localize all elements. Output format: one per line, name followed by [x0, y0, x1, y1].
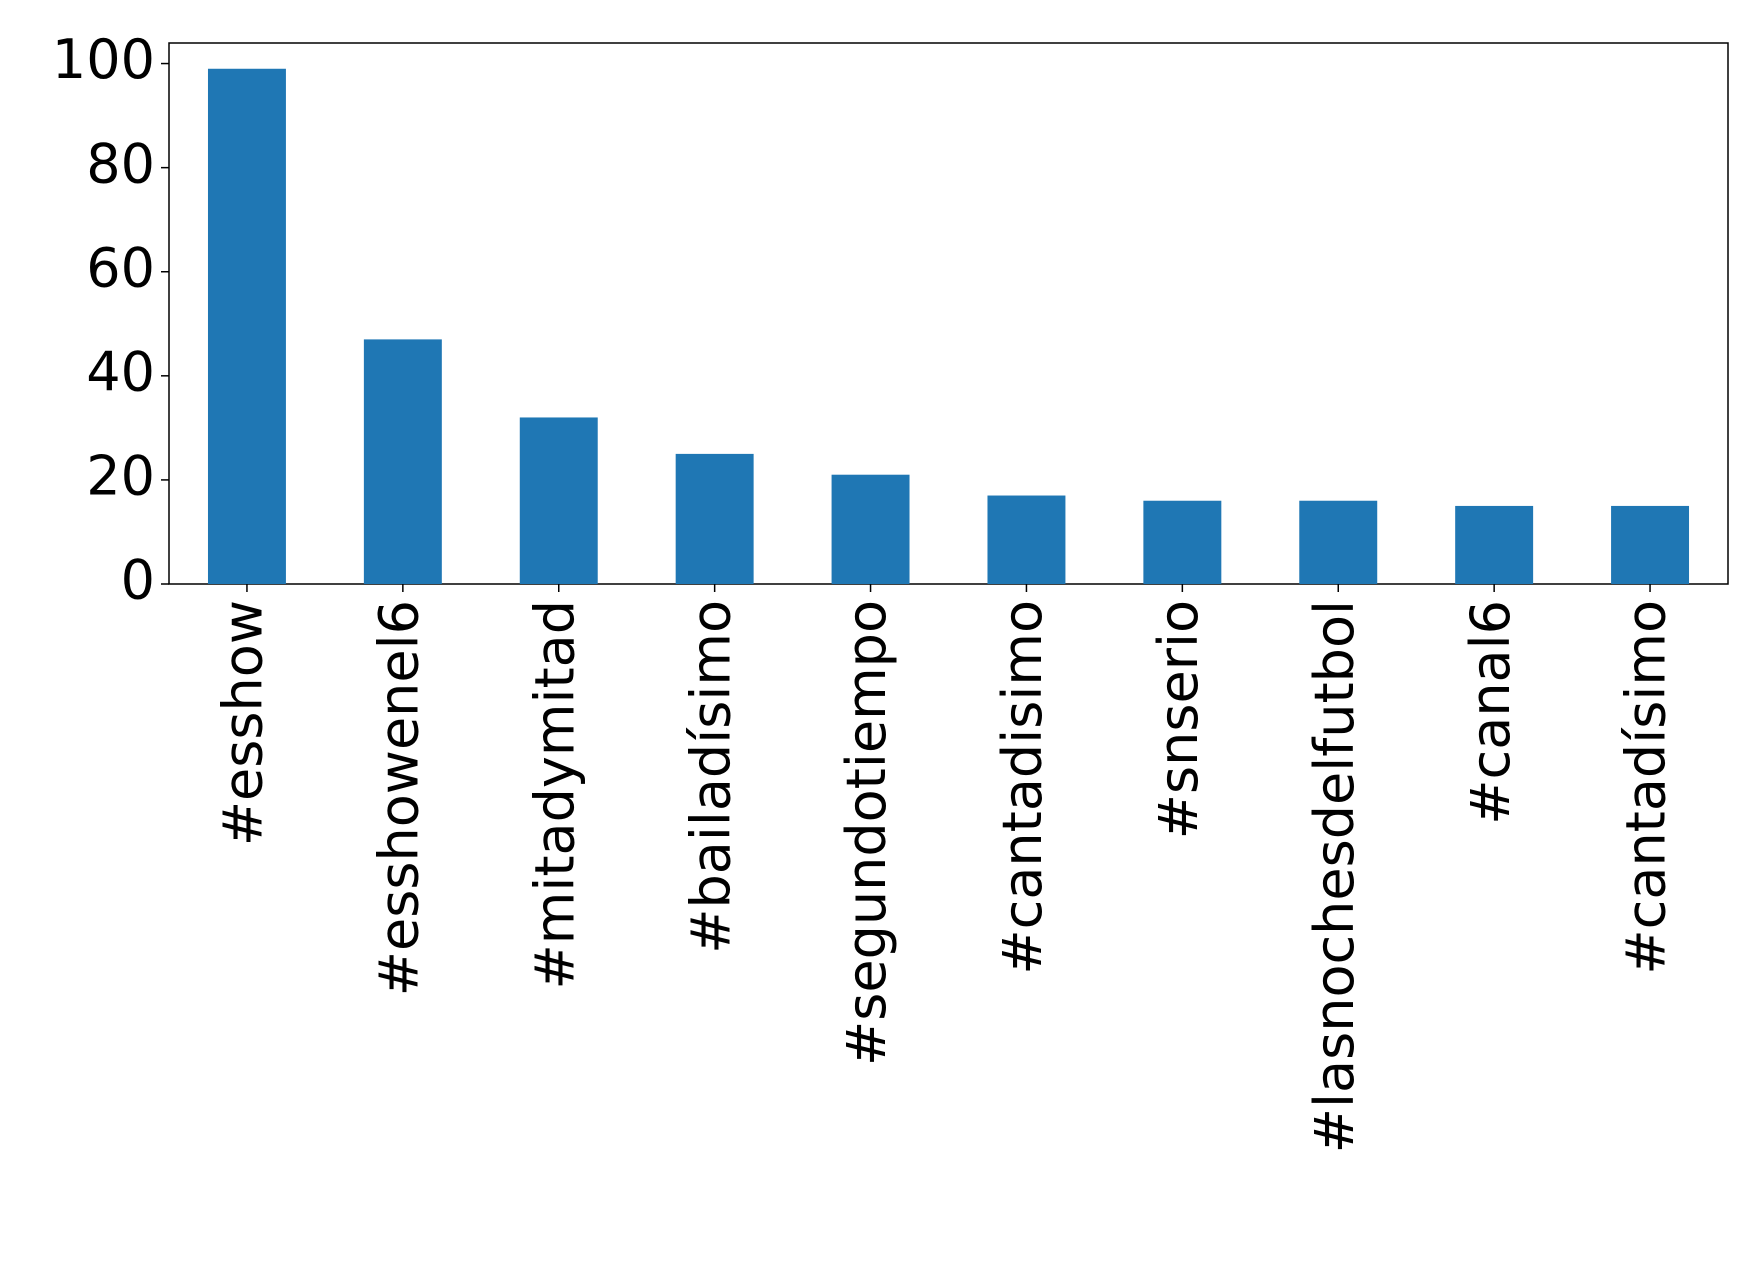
x-tick-label: #lasnochesdelfutbol — [1303, 600, 1366, 1153]
x-tick-label: #esshow — [212, 600, 275, 846]
y-tick-label: 80 — [86, 132, 155, 195]
y-tick-label: 0 — [121, 549, 155, 612]
bar — [1143, 500, 1222, 584]
x-tick-label: #segundotiempo — [835, 600, 898, 1066]
bar — [519, 417, 598, 584]
y-tick-label: 100 — [52, 28, 155, 91]
bar — [831, 474, 910, 584]
bar — [1611, 505, 1690, 584]
bar — [675, 453, 754, 584]
y-tick-label: 20 — [86, 445, 155, 508]
bar — [363, 339, 442, 584]
x-tick-label: #cantadisimo — [991, 600, 1054, 975]
bar — [987, 495, 1066, 584]
x-tick-label: #esshowenel6 — [367, 600, 430, 996]
y-tick-label: 40 — [86, 340, 155, 403]
bar — [207, 68, 286, 584]
x-tick-label: #bailadísimo — [679, 600, 742, 954]
x-tick-label: #canal6 — [1459, 600, 1522, 825]
plot-frame — [168, 42, 1729, 585]
y-tick-label: 60 — [86, 236, 155, 299]
bar — [1455, 505, 1534, 584]
x-tick-label: #cantadísimo — [1615, 600, 1678, 975]
x-tick-label: #mitadymitad — [523, 600, 586, 990]
x-tick-label: #snserio — [1147, 600, 1210, 839]
bar — [1299, 500, 1378, 584]
